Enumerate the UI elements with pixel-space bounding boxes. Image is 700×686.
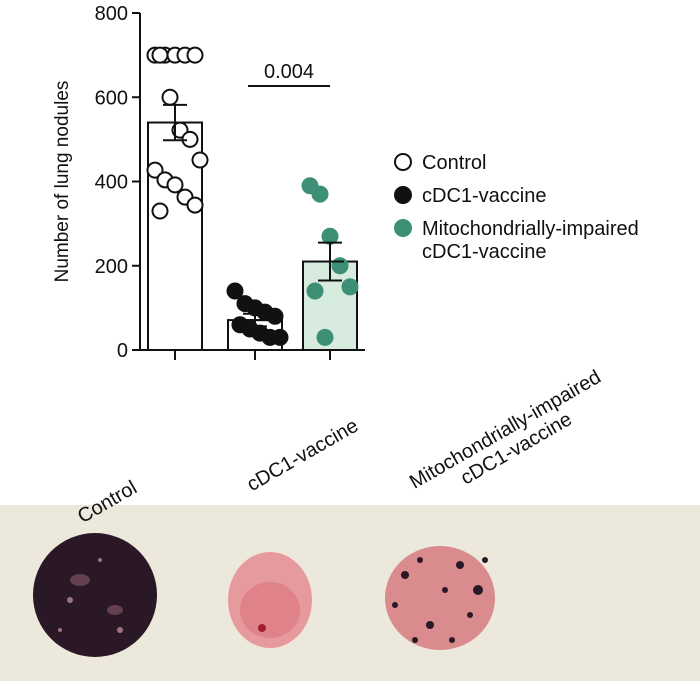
data-point [166,176,184,194]
data-point [191,151,209,169]
legend-label: Control [422,152,486,174]
y-tick-label: 200 [95,256,128,278]
data-point [341,278,359,296]
legend-marker [394,219,412,237]
data-point [161,88,179,106]
data-point [186,196,204,214]
y-axis-label: Number of lung nodules [52,81,73,283]
x-tick-label-line: cDC1-vaccine [243,415,362,496]
data-point [151,202,169,220]
data-point [151,46,169,64]
error-bar [316,241,344,282]
data-point [311,185,329,203]
significance-label: 0.004 [264,61,314,83]
y-tick-label: 400 [95,172,128,194]
legend-marker [394,153,412,171]
data-point [226,282,244,300]
x-tick-label: Mitochondrially-impairedcDC1-vaccine [406,366,616,512]
data-point [186,46,204,64]
data-point [316,328,334,346]
lung-photo [0,505,700,681]
data-point [146,161,164,179]
data-point [266,307,284,325]
y-tick-label: 800 [95,3,128,25]
legend-marker [394,186,412,204]
error-bar [161,103,189,142]
legend-label: cDC1-vaccine [422,185,546,207]
y-tick-label: 0 [117,340,128,362]
x-tick-label: cDC1-vaccine [243,415,362,496]
data-point [331,257,349,275]
error-bar [241,312,269,328]
data-point [306,282,324,300]
data-point [271,328,289,346]
legend-label: Mitochondrially-impaired [422,218,639,240]
y-tick-label: 600 [95,87,128,109]
legend-label: cDC1-vaccine [422,241,546,263]
data-point [321,227,339,245]
x-tick-label-line: Mitochondrially-impaired [406,366,605,493]
